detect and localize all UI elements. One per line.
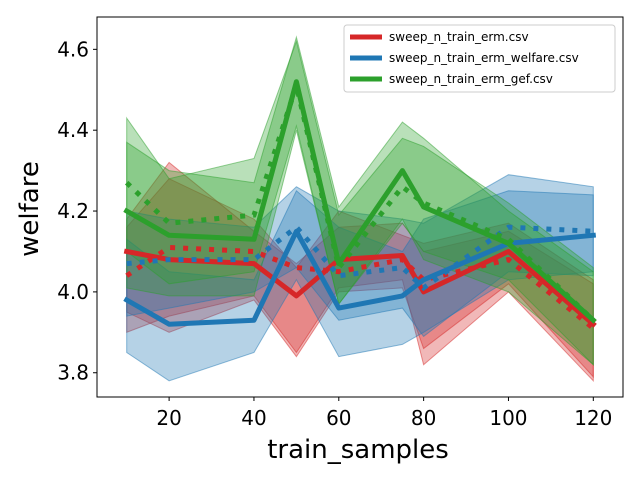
legend-label: sweep_n_train_erm.csv [389,30,529,44]
x-tick-label: 40 [241,406,266,430]
axes-frame [96,16,624,398]
x-axis-label: train_samples [267,435,449,465]
confidence-bands [126,35,594,383]
legend-box [343,24,616,93]
y-axis-ticks: 3.8 4.0 4.2 4.4 4.6 [57,37,97,385]
y-axis-label: welfare [15,161,45,257]
dotted-line-sweep-n-train-erm [125,244,595,331]
y-tick-label: 4.4 [57,118,89,142]
x-tick-label: 120 [574,406,612,430]
y-tick-label: 4.2 [57,199,89,223]
legend: sweep_n_train_erm.csv sweep_n_train_erm_w… [343,24,616,93]
x-tick-label: 100 [489,406,527,430]
legend-label: sweep_n_train_erm_welfare.csv [389,51,579,65]
line-sweep-n-train-erm-welfare [123,228,597,327]
legend-label: sweep_n_train_erm_gef.csv [389,72,553,86]
x-tick-label: 80 [411,406,436,430]
x-tick-label: 60 [326,406,351,430]
y-tick-label: 3.8 [57,361,89,385]
y-tick-label: 4.6 [57,37,89,61]
legend-entries: sweep_n_train_erm.csv sweep_n_train_erm_w… [350,30,579,86]
series-lines [123,76,597,331]
x-tick-label: 20 [156,406,181,430]
band-dotted-sweep-n-train-erm-gef [126,39,594,366]
x-axis-ticks: 20 40 60 80 100 120 [156,397,612,430]
plot-area [123,35,597,383]
y-tick-label: 4.0 [57,280,89,304]
